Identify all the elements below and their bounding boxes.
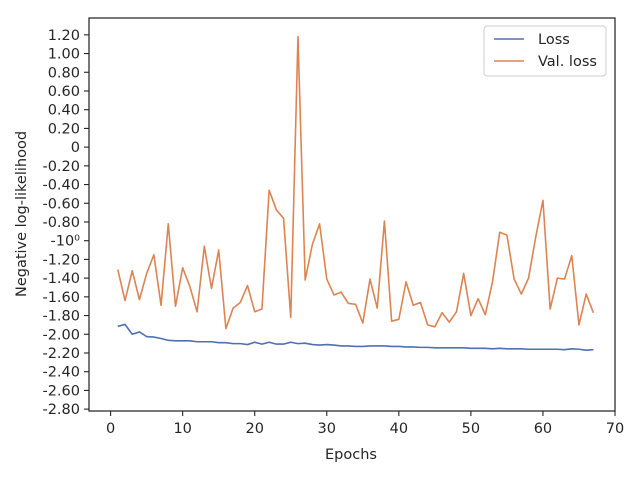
series-line-val-loss (117, 35, 595, 330)
y-tick-label: 0.60 (48, 84, 80, 100)
x-tick-label: 30 (318, 421, 336, 437)
y-tick-label: -0.80 (42, 215, 80, 231)
legend: Loss Val. loss (483, 25, 607, 77)
y-tick-label: -2.40 (42, 365, 80, 381)
y-tick-label: -0.20 (42, 159, 80, 175)
x-tick-label: 0 (106, 421, 115, 437)
y-tick-label: 0.80 (48, 65, 80, 81)
plot-lines (117, 35, 595, 351)
y-tick-label: -0.40 (42, 178, 80, 194)
y-tick-label: -10⁰ (51, 234, 81, 250)
axes-frame (88, 17, 616, 412)
y-tick-label: 1.00 (48, 47, 80, 63)
y-tick-label: 1.20 (48, 28, 80, 44)
y-tick-label: -1.60 (42, 290, 80, 306)
y-axis-ticks: 1.20 1.00 0.80 0.60 0.40 0.20 0 -0.20 -0.40 -0.60… (42, 28, 89, 418)
x-tick-label: 50 (462, 421, 480, 437)
x-tick-label: 10 (173, 421, 191, 437)
x-tick-label: 40 (390, 421, 408, 437)
y-tick-label: 0.20 (48, 121, 80, 137)
x-tick-label: 60 (534, 421, 552, 437)
x-axis-ticks: 0 10 20 30 40 50 60 70 (106, 411, 624, 437)
x-tick-label: 70 (606, 421, 624, 437)
y-tick-label: -1.40 (42, 271, 80, 287)
y-tick-label: -2.20 (42, 346, 80, 362)
y-tick-label: 0.40 (48, 103, 80, 119)
y-tick-label: 0 (71, 140, 80, 156)
y-tick-label: -0.60 (42, 196, 80, 212)
series-line-loss (117, 323, 594, 351)
y-tick-label: -2.00 (42, 327, 80, 343)
x-tick-label: 20 (245, 421, 263, 437)
y-tick-label: -1.20 (42, 252, 80, 268)
legend-label-loss: Loss (538, 32, 570, 48)
y-tick-label: -2.80 (42, 402, 80, 418)
legend-label-val-loss: Val. loss (538, 54, 597, 70)
y-tick-label: -1.80 (42, 309, 80, 325)
y-axis-title: Negative log-likelihood (14, 131, 30, 297)
x-axis-title: Epochs (325, 447, 377, 463)
y-tick-label: -2.60 (42, 383, 80, 399)
